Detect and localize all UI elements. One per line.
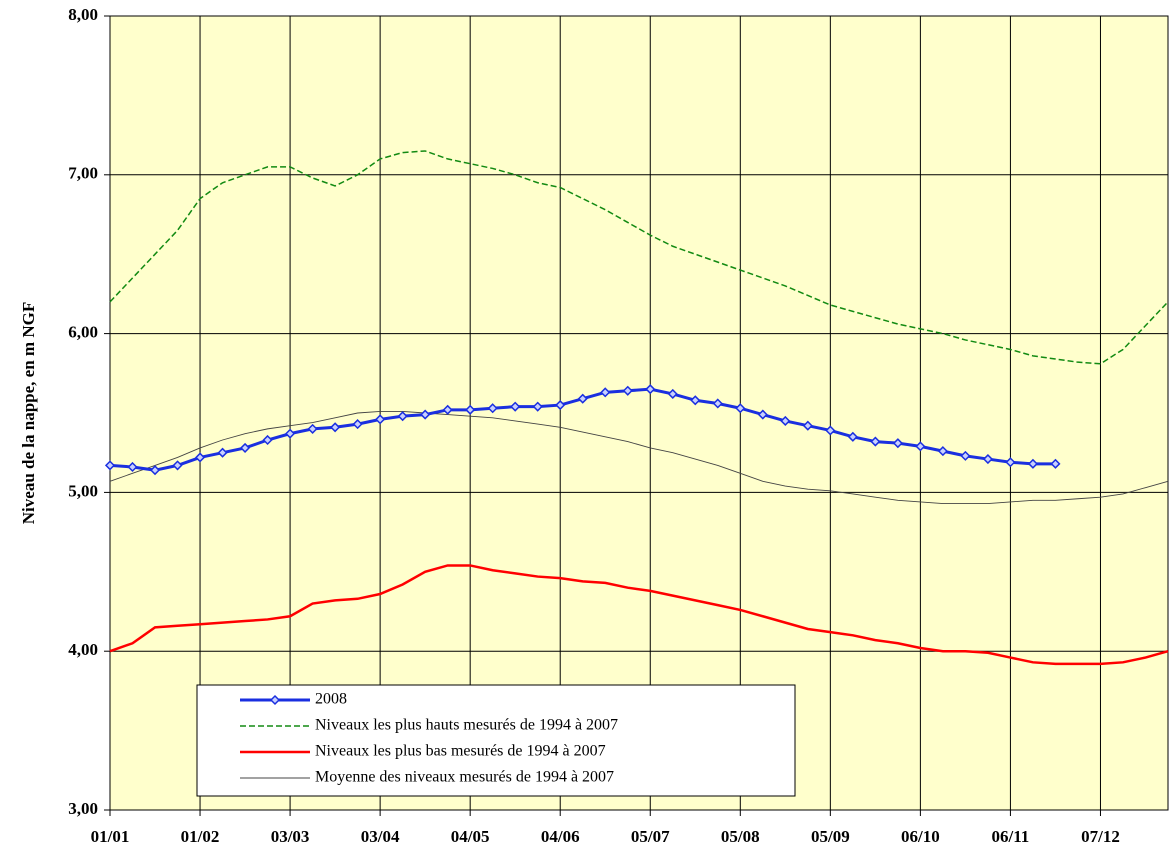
series-marker: [780, 415, 791, 427]
series-line: [109, 410, 1169, 504]
x-tick-label: 07/12: [1081, 827, 1120, 846]
x-tick-label: 05/09: [811, 827, 850, 846]
series-marker: [1027, 458, 1039, 469]
series-marker: [172, 460, 183, 471]
series-marker: [622, 385, 633, 396]
x-tick-label: 04/05: [451, 827, 490, 846]
series-marker: [149, 465, 161, 476]
series-marker: [915, 441, 926, 452]
series-marker: [577, 393, 588, 404]
plot-area: [110, 16, 1168, 810]
series-marker: [375, 414, 386, 425]
series-marker: [667, 388, 678, 400]
series-marker: [870, 436, 881, 447]
legend-label: Niveaux les plus bas mesurés de 1994 à 2…: [315, 743, 606, 760]
series-marker: [982, 453, 993, 465]
series-marker: [757, 409, 768, 420]
series-marker: [240, 442, 251, 453]
legend-marker: [269, 694, 281, 706]
series-marker: [847, 431, 858, 442]
x-tick-label: 05/08: [721, 827, 760, 846]
legend-label: Niveaux les plus hauts mesurés de 1994 à…: [315, 717, 618, 734]
series-marker: [420, 409, 431, 420]
y-tick-label: 5,00: [68, 481, 98, 500]
series-marker: [194, 452, 206, 463]
x-tick-label: 05/07: [631, 827, 670, 846]
series-marker: [442, 404, 453, 415]
y-tick-label: 3,00: [68, 799, 98, 818]
series-marker: [262, 434, 273, 446]
x-tick-label: 06/10: [901, 827, 940, 846]
series-marker: [307, 423, 318, 434]
series-marker: [892, 438, 903, 449]
series-marker: [1005, 457, 1016, 468]
x-tick-label: 03/03: [271, 827, 310, 846]
series-marker: [532, 401, 543, 412]
series-marker: [127, 461, 138, 473]
y-tick-label: 4,00: [68, 640, 98, 659]
legend-label: Moyenne des niveaux mesurés de 1994 à 20…: [315, 769, 614, 786]
x-tick-label: 01/01: [91, 827, 130, 846]
series-marker: [802, 420, 813, 431]
series-marker: [735, 403, 746, 414]
series-marker: [330, 422, 341, 433]
plot-border: [109, 15, 1169, 811]
series-marker: [937, 446, 948, 457]
series-line: [109, 150, 1169, 365]
series-marker: [487, 403, 498, 414]
series-marker: [217, 447, 228, 458]
x-tick-label: 01/02: [181, 827, 220, 846]
series-marker: [510, 401, 521, 412]
y-tick-label: 7,00: [68, 164, 98, 183]
y-axis-label: Niveau de la nappe, en m NGF: [19, 302, 38, 524]
y-tick-label: 8,00: [68, 5, 98, 24]
x-tick-label: 04/06: [541, 827, 580, 846]
series-marker: [555, 399, 566, 411]
legend-box: [196, 684, 796, 797]
x-tick-label: 03/04: [361, 827, 400, 846]
y-tick-label: 6,00: [68, 323, 98, 342]
series-marker: [690, 395, 701, 406]
legend-label: 2008: [315, 691, 347, 708]
series-marker: [600, 387, 611, 398]
series-marker: [397, 411, 408, 422]
series-marker: [285, 428, 296, 439]
series-marker: [352, 419, 363, 430]
series-marker: [712, 398, 723, 409]
series-marker: [825, 425, 836, 436]
series-marker: [465, 404, 476, 415]
x-tick-label: 06/11: [992, 827, 1030, 846]
series-marker: [104, 460, 116, 471]
series-marker: [960, 450, 971, 461]
series-marker: [645, 384, 656, 395]
series-marker: [1050, 458, 1061, 469]
series-line: [109, 564, 1169, 666]
